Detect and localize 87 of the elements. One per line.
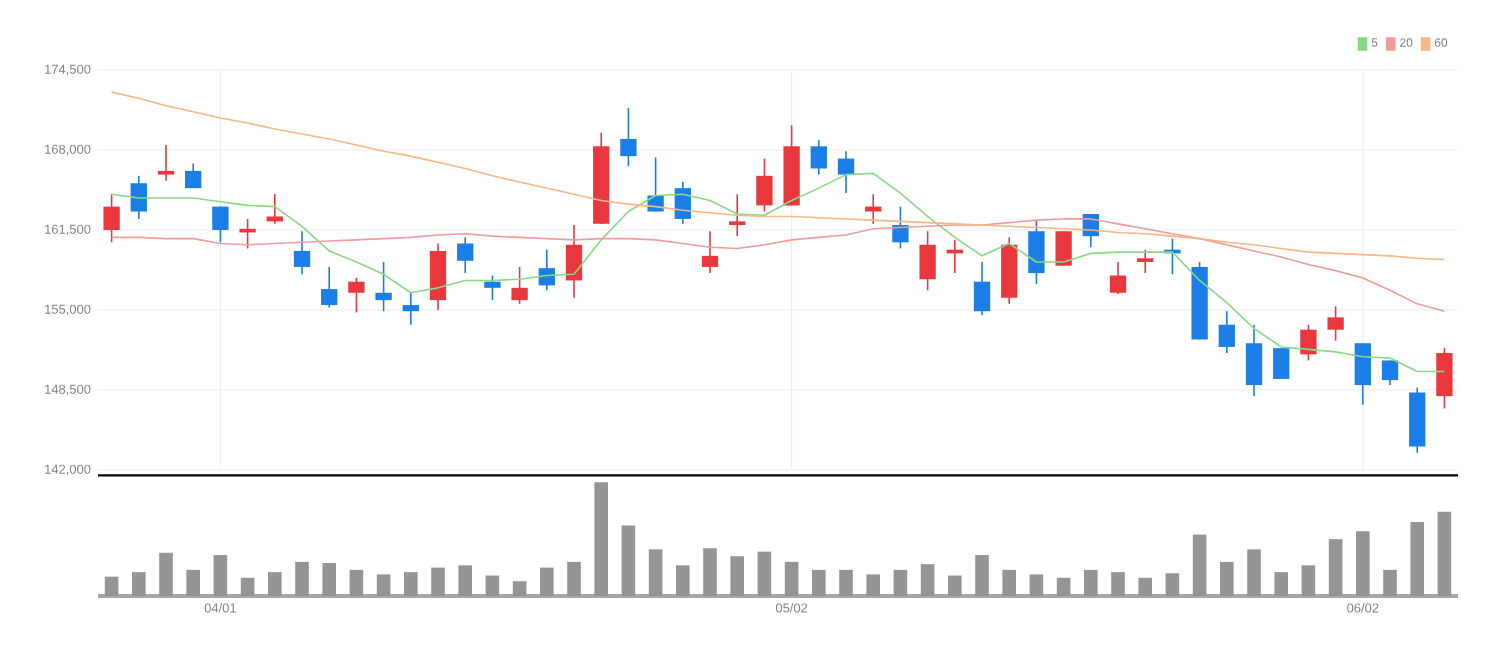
candlestick — [1300, 323, 1317, 362]
candlestick — [375, 261, 392, 313]
candlestick — [130, 175, 147, 220]
bar — [1383, 569, 1397, 596]
candlestick — [1436, 347, 1453, 410]
candlestick — [973, 261, 991, 316]
bar — [159, 552, 173, 596]
candlestick — [1273, 347, 1290, 380]
candlestick — [1381, 359, 1399, 386]
candlestick — [729, 193, 746, 237]
bar — [485, 575, 500, 596]
bar — [186, 569, 200, 596]
candlestick — [1218, 310, 1235, 354]
candlestick — [348, 277, 365, 314]
candlestick — [1109, 261, 1127, 295]
candlestick — [1028, 219, 1045, 285]
candlestick — [565, 224, 583, 299]
bar — [512, 581, 527, 596]
bar — [1410, 522, 1425, 596]
bar — [1029, 574, 1044, 596]
bar — [920, 564, 935, 596]
candlestick — [212, 205, 229, 244]
bar — [268, 572, 282, 596]
candlestick — [1354, 342, 1371, 406]
bar — [1084, 569, 1098, 596]
bar — [1165, 573, 1180, 596]
candlestick — [1055, 230, 1072, 267]
bar — [812, 569, 826, 596]
candlestick — [484, 274, 501, 301]
bar — [240, 577, 255, 596]
candlestick — [266, 193, 283, 225]
bar — [1056, 577, 1071, 596]
candlestick — [157, 144, 175, 182]
bar — [376, 574, 391, 596]
bar — [431, 567, 445, 596]
bar — [1437, 511, 1452, 596]
bar — [1247, 549, 1261, 596]
candlestick — [756, 157, 773, 213]
bar — [1220, 561, 1234, 596]
bar — [621, 525, 636, 596]
bar — [1328, 539, 1343, 596]
bar — [839, 569, 853, 596]
candlestick — [457, 236, 474, 274]
bar — [1002, 569, 1017, 596]
bar — [1301, 565, 1316, 596]
bar — [893, 569, 908, 596]
bar — [648, 549, 663, 596]
bar — [104, 576, 119, 596]
candlestick — [810, 139, 827, 176]
bar — [948, 575, 962, 596]
candlestick — [837, 150, 855, 194]
bar — [1138, 577, 1153, 596]
candlestick — [919, 230, 936, 292]
bar — [540, 567, 554, 596]
bar — [213, 555, 228, 596]
candlestick — [1137, 248, 1154, 274]
bar — [757, 551, 772, 596]
candlestick — [892, 205, 909, 250]
candlestick — [1327, 305, 1344, 342]
bar — [703, 548, 717, 596]
candlestick — [402, 291, 419, 326]
bar — [322, 563, 336, 596]
bar — [866, 574, 881, 596]
bar — [1192, 534, 1207, 596]
bar — [975, 555, 989, 596]
bar — [784, 561, 799, 596]
bar — [1111, 572, 1125, 596]
candlestick — [103, 193, 120, 244]
candlestick — [701, 230, 719, 274]
bar — [295, 561, 309, 596]
candlestick — [321, 266, 338, 309]
bar — [458, 565, 473, 596]
bar — [730, 556, 745, 596]
candlestick — [620, 107, 637, 167]
bar — [1274, 572, 1289, 596]
candlestick — [1245, 323, 1263, 397]
candlestick — [865, 193, 882, 225]
bar — [404, 572, 418, 596]
bar — [349, 569, 364, 596]
candlestick — [293, 230, 311, 276]
candlestick — [511, 266, 528, 305]
bar — [1356, 531, 1370, 596]
bar — [594, 482, 609, 596]
bar — [567, 561, 581, 596]
candlestick — [185, 162, 202, 189]
bar — [132, 572, 146, 596]
bar — [676, 565, 690, 596]
